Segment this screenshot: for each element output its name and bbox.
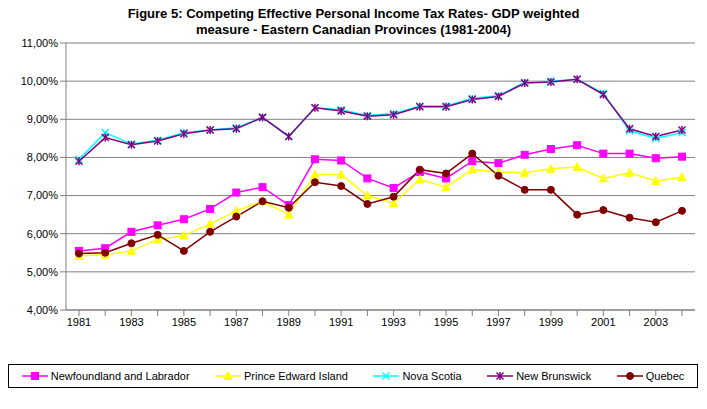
svg-text:5,00%: 5,00% <box>27 266 58 278</box>
svg-text:1997: 1997 <box>486 316 510 328</box>
svg-text:1981: 1981 <box>67 316 91 328</box>
svg-text:2001: 2001 <box>591 316 615 328</box>
svg-text:1995: 1995 <box>434 316 458 328</box>
svg-text:4,00%: 4,00% <box>27 304 58 316</box>
svg-text:8,00%: 8,00% <box>27 151 58 163</box>
svg-text:1999: 1999 <box>539 316 563 328</box>
html-text:New Brunswick: New Brunswick <box>516 370 592 382</box>
svg-text:1987: 1987 <box>224 316 248 328</box>
svg-text:6,00%: 6,00% <box>27 228 58 240</box>
svg-text:10,00%: 10,00% <box>21 75 59 87</box>
svg-text:1983: 1983 <box>119 316 143 328</box>
svg-text:2003: 2003 <box>644 316 668 328</box>
html-text:Newfoundland and Labrador: Newfoundland and Labrador <box>50 370 190 382</box>
svg-text:9,00%: 9,00% <box>27 113 58 125</box>
html-text:Quebec: Quebec <box>645 370 685 382</box>
svg-text:1993: 1993 <box>381 316 405 328</box>
svg-text:1985: 1985 <box>172 316 196 328</box>
html-text:Prince Edward Island: Prince Edward Island <box>244 370 348 382</box>
svg-text:7,00%: 7,00% <box>27 189 58 201</box>
html-text:Nova Scotia: Nova Scotia <box>402 370 462 382</box>
svg-text:1989: 1989 <box>276 316 300 328</box>
html-text:Figure 5: Competing Effective: Figure 5: Competing Effective Personal I… <box>127 6 580 37</box>
svg-text:1991: 1991 <box>329 316 353 328</box>
svg-text:11,00%: 11,00% <box>22 37 59 49</box>
